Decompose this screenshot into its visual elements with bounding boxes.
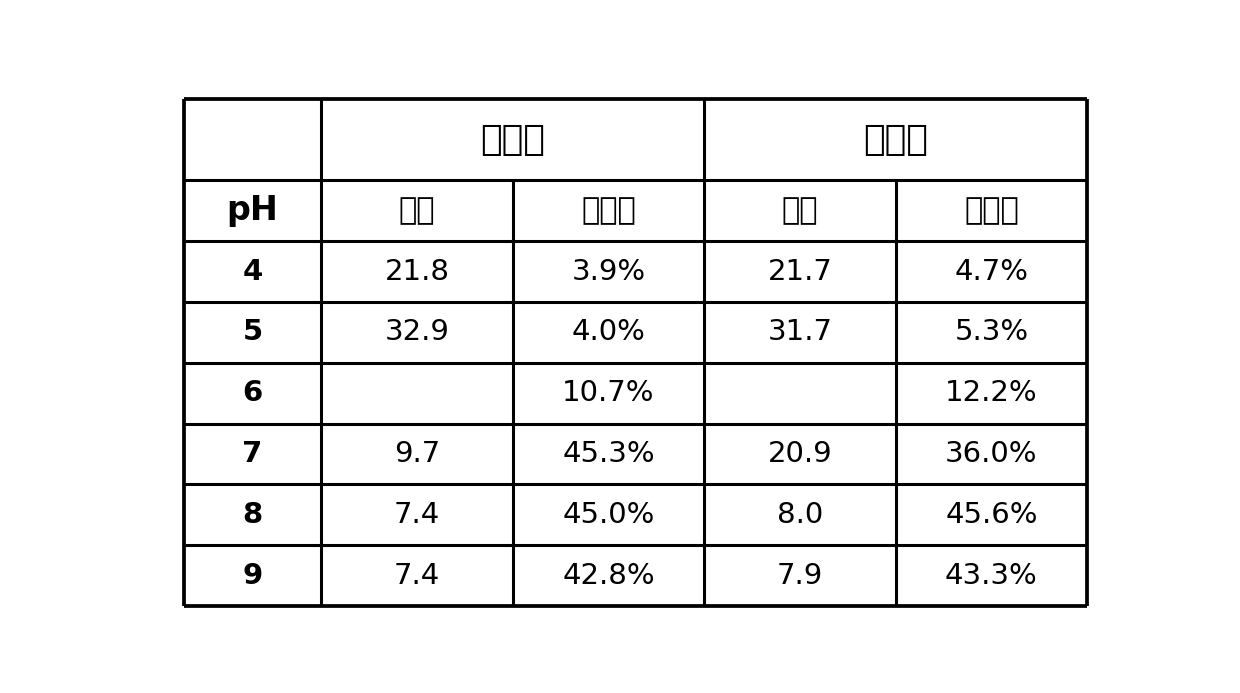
Text: 7.9: 7.9 xyxy=(776,562,823,590)
Text: 20.9: 20.9 xyxy=(768,440,832,468)
Text: 浊度: 浊度 xyxy=(398,196,435,225)
Text: 去除率: 去除率 xyxy=(963,196,1019,225)
Text: 7: 7 xyxy=(242,440,263,468)
Text: pH: pH xyxy=(227,194,279,227)
Text: 4.7%: 4.7% xyxy=(955,258,1028,286)
Text: 12.2%: 12.2% xyxy=(945,379,1038,407)
Text: 5.3%: 5.3% xyxy=(955,318,1028,346)
Text: 9: 9 xyxy=(242,562,263,590)
Text: 复合法: 复合法 xyxy=(863,123,928,157)
Text: 共聚法: 共聚法 xyxy=(480,123,546,157)
Text: 7.4: 7.4 xyxy=(394,501,440,529)
Text: 10.7%: 10.7% xyxy=(562,379,655,407)
Text: 4: 4 xyxy=(242,258,263,286)
Text: 21.8: 21.8 xyxy=(384,258,449,286)
Text: 8.0: 8.0 xyxy=(776,501,823,529)
Text: 去除率: 去除率 xyxy=(582,196,636,225)
Text: 43.3%: 43.3% xyxy=(945,562,1038,590)
Text: 45.3%: 45.3% xyxy=(562,440,655,468)
Text: 45.6%: 45.6% xyxy=(945,501,1038,529)
Text: 3.9%: 3.9% xyxy=(572,258,646,286)
Text: 8: 8 xyxy=(243,501,263,529)
Text: 9.7: 9.7 xyxy=(394,440,440,468)
Text: 36.0%: 36.0% xyxy=(945,440,1038,468)
Text: 31.7: 31.7 xyxy=(768,318,832,346)
Text: 7.4: 7.4 xyxy=(394,562,440,590)
Text: 6: 6 xyxy=(242,379,263,407)
Text: 42.8%: 42.8% xyxy=(562,562,655,590)
Text: 5: 5 xyxy=(243,318,263,346)
Text: 浊度: 浊度 xyxy=(781,196,818,225)
Text: 45.0%: 45.0% xyxy=(562,501,655,529)
Text: 32.9: 32.9 xyxy=(384,318,449,346)
Text: 21.7: 21.7 xyxy=(768,258,832,286)
Text: 4.0%: 4.0% xyxy=(572,318,645,346)
